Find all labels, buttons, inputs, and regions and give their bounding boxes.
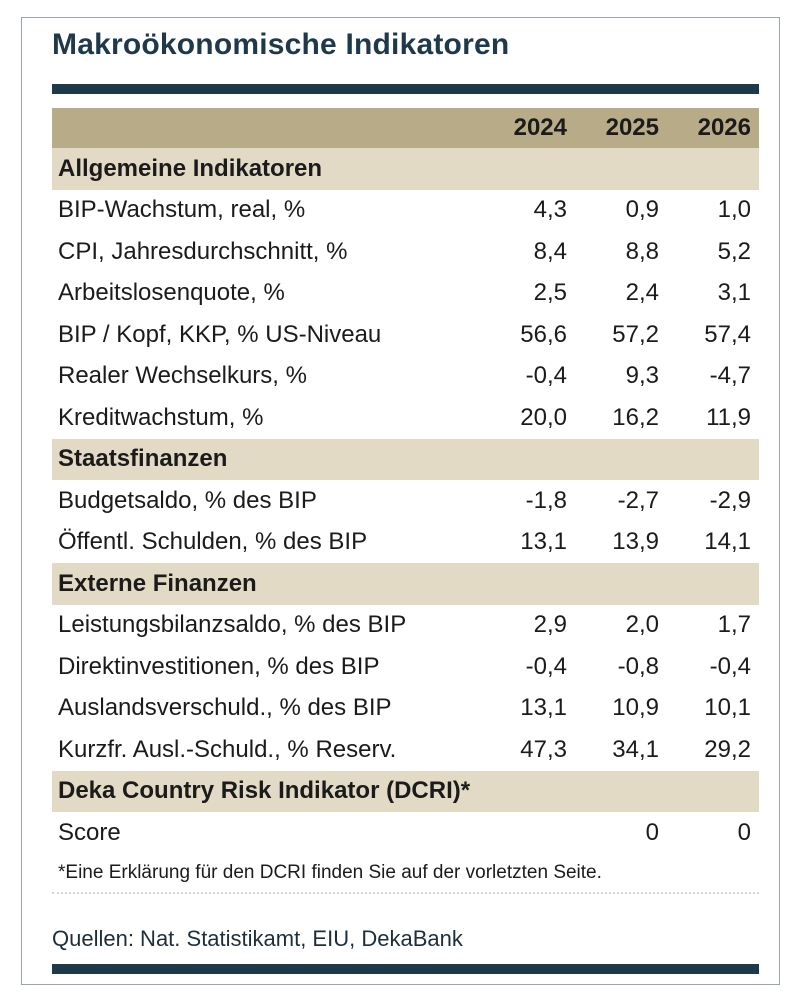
- row-label: Öffentl. Schulden, % des BIP: [58, 528, 368, 556]
- value-cell-2026: 1,0: [717, 196, 751, 224]
- value-cell-2026: -2,9: [709, 486, 751, 514]
- section-title: Staatsfinanzen: [58, 445, 228, 473]
- row-label: BIP / Kopf, KKP, % US-Niveau: [58, 320, 382, 348]
- table-body: Allgemeine Indikatoren BIP-Wachstum, real…: [52, 148, 759, 854]
- row-label: Kurzfr. Ausl.-Schuld., % Reserv.: [58, 735, 397, 763]
- value-cell-2024: 2,5: [533, 279, 567, 307]
- row-label: Arbeitslosenquote, %: [58, 279, 285, 307]
- value-cell-2024: -0,4: [525, 362, 567, 390]
- row-label: CPI, Jahresdurchschnitt, %: [58, 237, 348, 265]
- table-row: Budgetsaldo, % des BIP -1,8 -2,7 -2,9: [52, 480, 759, 522]
- row-label: Direktinvestitionen, % des BIP: [58, 652, 380, 680]
- top-rule: [52, 84, 759, 94]
- table-row: BIP-Wachstum, real, % 4,3 0,9 1,0: [52, 190, 759, 232]
- value-cell-2024: -1,8: [525, 486, 567, 514]
- section-header-row: Externe Finanzen: [52, 563, 759, 605]
- value-cell-2026: 3,1: [717, 279, 751, 307]
- value-cell-2026: 11,9: [706, 403, 751, 431]
- row-label: Auslandsverschuld., % des BIP: [58, 694, 392, 722]
- table-row: Kurzfr. Ausl.-Schuld., % Reserv. 47,3 34,1…: [52, 729, 759, 771]
- year-header-2024: 2024: [513, 114, 567, 141]
- value-cell-2025: -2,7: [617, 486, 659, 514]
- row-label: Kreditwachstum, %: [58, 403, 264, 431]
- page-title: Makroökonomische Indikatoren: [52, 28, 510, 61]
- section-header-row: Staatsfinanzen: [52, 438, 759, 480]
- value-cell-2025: 10,9: [612, 694, 659, 722]
- year-header-2026: 2026: [697, 114, 751, 141]
- footnote: *Eine Erklärung für den DCRI finden Sie …: [58, 862, 602, 883]
- table-header-row: 2024 2025 2026: [52, 108, 759, 148]
- value-cell-2025: 9,3: [625, 362, 659, 390]
- value-cell-2024: 8,4: [533, 237, 567, 265]
- value-cell-2025: 8,8: [625, 237, 659, 265]
- value-cell-2026: 0: [737, 818, 751, 846]
- table-row: Kreditwachstum, % 20,0 16,2 11,9: [52, 397, 759, 439]
- value-cell-2026: 29,2: [704, 735, 751, 763]
- value-cell-2024: 56,6: [520, 320, 567, 348]
- row-label: Score: [58, 818, 121, 846]
- table-row: Öffentl. Schulden, % des BIP 13,1 13,9 14,1: [52, 522, 759, 564]
- table-row: BIP / Kopf, KKP, % US-Niveau 56,6 57,2 57,4: [52, 314, 759, 356]
- table-row: CPI, Jahresdurchschnitt, % 8,4 8,8 5,2: [52, 231, 759, 273]
- year-header-2025: 2025: [605, 114, 659, 141]
- value-cell-2024: 20,0: [520, 403, 567, 431]
- value-cell-2024: 2,9: [533, 611, 567, 639]
- row-label: Realer Wechselkurs, %: [58, 362, 307, 390]
- table-row: Direktinvestitionen, % des BIP -0,4 -0,8 -0…: [52, 646, 759, 688]
- value-cell-2025: 2,0: [625, 611, 659, 639]
- value-cell-2025: 16,2: [612, 403, 659, 431]
- value-cell-2026: 14,1: [704, 528, 751, 556]
- value-cell-2026: -4,7: [709, 362, 751, 390]
- section-header-row: Deka Country Risk Indikator (DCRI)*: [52, 770, 759, 812]
- value-cell-2025: -0,8: [617, 652, 659, 680]
- table-row: Auslandsverschuld., % des BIP 13,1 10,9 10,…: [52, 688, 759, 730]
- value-cell-2025: 0: [645, 818, 659, 846]
- value-cell-2026: 5,2: [717, 237, 751, 265]
- section-header-row: Allgemeine Indikatoren: [52, 148, 759, 190]
- value-cell-2025: 2,4: [625, 279, 659, 307]
- table-row: Score 0 0: [52, 812, 759, 854]
- section-title: Deka Country Risk Indikator (DCRI)*: [58, 777, 471, 805]
- value-cell-2026: 57,4: [704, 320, 751, 348]
- value-cell-2024: 47,3: [520, 735, 567, 763]
- sources-note: Quellen: Nat. Statistikamt, EIU, DekaBan…: [52, 926, 463, 951]
- table-row: Arbeitslosenquote, % 2,5 2,4 3,1: [52, 273, 759, 315]
- indicator-table: 2024 2025 2026 Allgemeine Indikatoren BIP…: [52, 108, 759, 854]
- table-frame: [21, 17, 780, 985]
- value-cell-2026: 10,1: [704, 694, 751, 722]
- dotted-divider: [52, 892, 759, 896]
- table-row: Leistungsbilanzsaldo, % des BIP 2,9 2,0 1,7: [52, 605, 759, 647]
- value-cell-2024: -0,4: [525, 652, 567, 680]
- row-label: Leistungsbilanzsaldo, % des BIP: [58, 611, 407, 639]
- section-title: Externe Finanzen: [58, 569, 257, 597]
- value-cell-2024: 13,1: [520, 528, 567, 556]
- value-cell-2026: -0,4: [709, 652, 751, 680]
- row-label: Budgetsaldo, % des BIP: [58, 486, 317, 514]
- value-cell-2024: 13,1: [520, 694, 567, 722]
- value-cell-2025: 13,9: [612, 528, 659, 556]
- value-cell-2024: 4,3: [533, 196, 567, 224]
- bottom-rule: [52, 964, 759, 974]
- value-cell-2025: 57,2: [612, 320, 659, 348]
- section-title: Allgemeine Indikatoren: [58, 154, 323, 182]
- table-row: Realer Wechselkurs, % -0,4 9,3 -4,7: [52, 356, 759, 398]
- value-cell-2025: 34,1: [612, 735, 659, 763]
- row-label: BIP-Wachstum, real, %: [58, 196, 306, 224]
- value-cell-2025: 0,9: [625, 196, 659, 224]
- value-cell-2026: 1,7: [717, 611, 751, 639]
